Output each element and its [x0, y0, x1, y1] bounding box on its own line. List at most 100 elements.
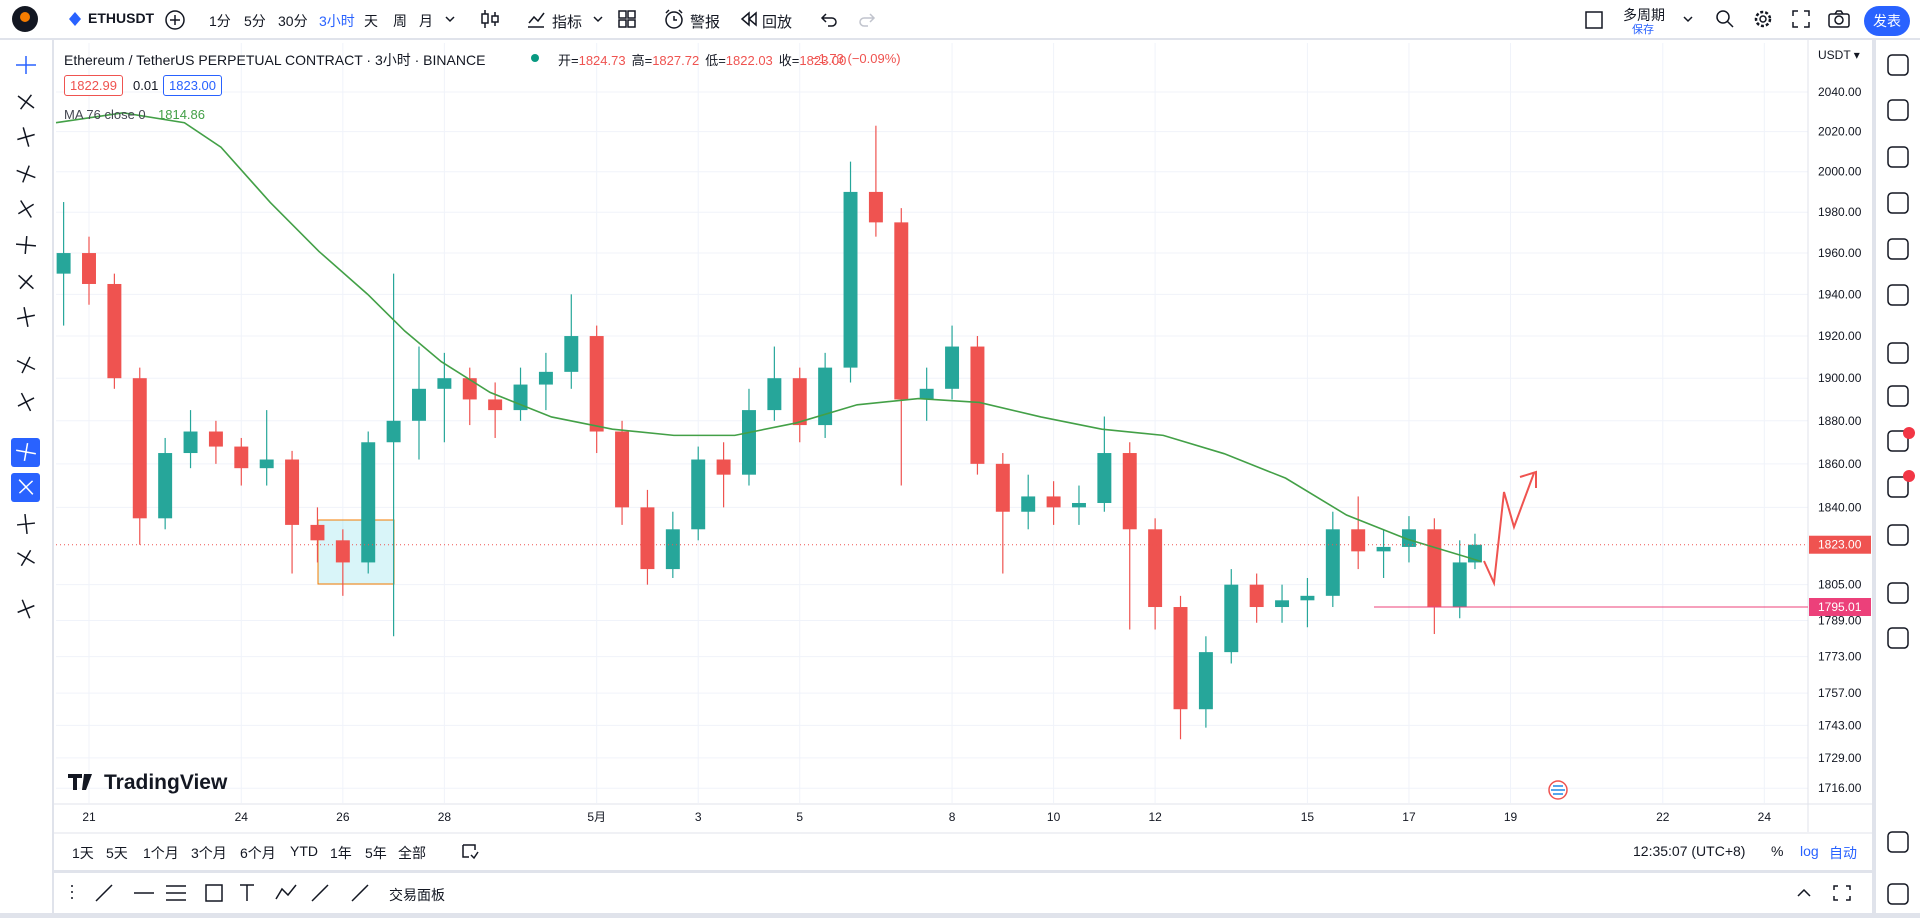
event-marker-flag [1551, 785, 1565, 795]
sidebar-icon[interactable] [1887, 342, 1909, 364]
sidebar-icon[interactable] [1887, 831, 1909, 853]
bid[interactable]: 1822.99 [64, 75, 123, 96]
search[interactable] [1715, 9, 1735, 29]
publish-button[interactable]: 发表 [1864, 6, 1910, 36]
range-button[interactable]: YTD [290, 843, 318, 859]
range-button[interactable]: 5年 [365, 845, 387, 861]
interval[interactable]: 30分 [278, 13, 308, 29]
tool-icon[interactable] [14, 596, 38, 621]
sidebar-icon[interactable] [1887, 524, 1909, 546]
save[interactable]: 保存 [1632, 24, 1654, 36]
range-button[interactable]: 全部 [398, 845, 426, 861]
symbol[interactable]: ETHUSDT [88, 10, 155, 26]
chart-panel [54, 40, 1872, 870]
interval[interactable]: 周 [393, 13, 407, 29]
interval[interactable]: 5分 [244, 13, 266, 29]
scale-option[interactable]: 自动 [1829, 845, 1857, 861]
tool-icon[interactable] [13, 162, 38, 186]
y-tick-label: 1773.00 [1818, 650, 1862, 664]
replay-icon[interactable] [740, 11, 758, 27]
sidebar-icon[interactable] [1887, 146, 1909, 168]
sidebar-icon[interactable] [1887, 883, 1909, 905]
scale-option[interactable]: log [1800, 843, 1819, 859]
tool-icon[interactable] [16, 513, 36, 535]
indicator-icon[interactable] [526, 9, 546, 29]
sidebar-icon[interactable] [1887, 192, 1909, 214]
tool-icon[interactable] [13, 545, 39, 571]
spread: 0.01 [133, 78, 159, 93]
date-range-icon[interactable] [460, 842, 480, 860]
scale-option[interactable]: % [1771, 843, 1784, 859]
tool-icon[interactable] [13, 474, 40, 501]
alert-icon[interactable] [663, 8, 685, 30]
layout-icon[interactable] [617, 9, 637, 29]
rectangle-drawing[interactable] [317, 519, 395, 585]
y-tick-label: 1980.00 [1818, 205, 1862, 219]
interval-dropdown[interactable] [444, 14, 456, 24]
snapshot[interactable] [1828, 9, 1850, 29]
candle-body [538, 371, 553, 385]
multi-period[interactable]: 多周期 [1623, 7, 1665, 23]
avatar[interactable] [11, 5, 39, 33]
interval[interactable]: 天 [364, 13, 378, 29]
range-button[interactable]: 6个月 [240, 845, 276, 861]
sidebar-icon[interactable] [1887, 582, 1909, 604]
interval[interactable]: 月 [419, 13, 433, 29]
redo[interactable] [858, 10, 876, 28]
grid [56, 43, 1808, 803]
chart-type[interactable] [480, 8, 500, 30]
range-button[interactable]: 1天 [72, 845, 94, 861]
interval[interactable]: 1分 [209, 13, 231, 29]
sidebar-icon[interactable] [1887, 99, 1909, 121]
range-button[interactable]: 1年 [330, 845, 352, 861]
candle-body [818, 367, 833, 426]
candle-body [792, 378, 807, 426]
watermark-logo [68, 774, 92, 790]
save-dropdown[interactable] [1682, 14, 1694, 24]
sidebar-icon[interactable] [1887, 54, 1909, 76]
candle-body [285, 459, 300, 525]
fullscreen[interactable] [1791, 9, 1811, 29]
range-button[interactable]: 3个月 [191, 845, 227, 861]
y-tick-label: 1860.00 [1818, 457, 1862, 471]
alert[interactable]: 警报 [690, 14, 721, 31]
sidebar-icon[interactable] [1887, 627, 1909, 649]
sidebar-icon[interactable] [1887, 430, 1909, 452]
ohlc-value: 1823.00 [799, 53, 847, 68]
bottom-toolbar: 交易面板 [54, 873, 1872, 913]
settings[interactable] [1753, 9, 1773, 29]
tool-icon[interactable] [15, 305, 36, 328]
tool-icon[interactable] [13, 389, 38, 415]
sidebar-icon[interactable] [1887, 284, 1909, 306]
replay[interactable]: 回放 [762, 14, 793, 31]
indicator-dropdown[interactable] [592, 14, 604, 24]
candle-body [1046, 496, 1061, 508]
range-button[interactable]: 1个月 [143, 845, 179, 861]
candle-body [615, 431, 630, 508]
tool-icon[interactable] [13, 269, 40, 296]
ohlc-label: 开= [558, 53, 579, 68]
tool-icon[interactable] [16, 56, 36, 74]
tool-icon[interactable] [15, 125, 38, 149]
undo[interactable] [820, 10, 838, 28]
range-button[interactable]: 5天 [106, 845, 128, 861]
layout-square[interactable] [1584, 10, 1604, 30]
indicators[interactable]: 指标 [552, 14, 583, 31]
tool-icon[interactable] [13, 196, 39, 222]
tool-icon[interactable] [13, 89, 40, 115]
currency[interactable]: USDT ▾ [1818, 48, 1860, 62]
tool-icon[interactable] [15, 235, 37, 255]
candle-body [1452, 562, 1467, 608]
tool-icon[interactable] [13, 353, 39, 378]
add-symbol[interactable] [164, 9, 186, 31]
sidebar-icon[interactable] [1887, 476, 1909, 498]
panel-controls[interactable] [1794, 883, 1864, 903]
trading-panel[interactable]: 交易面板 [389, 887, 445, 903]
sidebar-icon[interactable] [1887, 385, 1909, 407]
tool-icon[interactable] [15, 441, 38, 462]
ask[interactable]: 1823.00 [163, 75, 222, 96]
sidebar-icon[interactable] [1887, 238, 1909, 260]
interval[interactable]: 3小时 [319, 13, 355, 29]
path-arrow-drawing[interactable] [1483, 470, 1537, 587]
